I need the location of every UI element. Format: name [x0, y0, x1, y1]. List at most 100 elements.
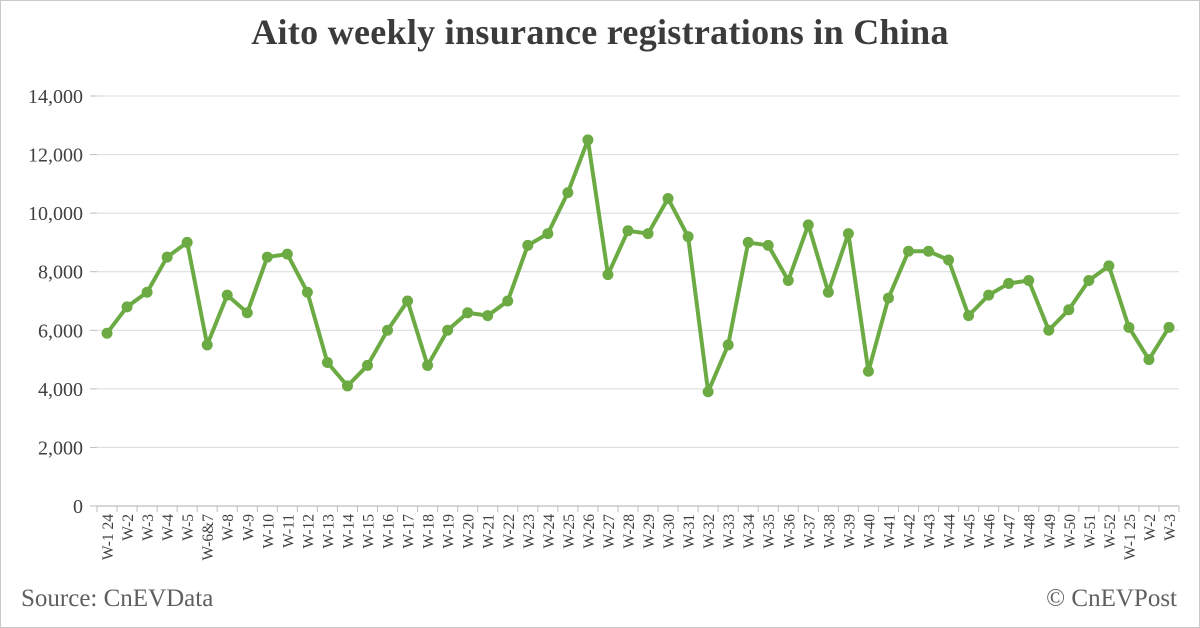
x-axis-label: W-11	[280, 514, 297, 548]
x-axis-label: W-42	[902, 514, 919, 548]
data-point	[1043, 324, 1055, 336]
data-point	[341, 380, 353, 392]
data-point	[422, 359, 434, 371]
y-axis-label: 2,000	[38, 437, 83, 459]
x-axis-label: W-4	[160, 514, 177, 541]
x-axis-label: W-2	[1142, 514, 1159, 541]
x-axis-label: W-43	[922, 514, 939, 549]
x-axis-label: W-19	[441, 514, 458, 549]
x-axis-label: W-34	[741, 514, 758, 549]
x-axis-label: W-50	[1062, 514, 1079, 549]
data-point	[963, 310, 975, 322]
data-point	[261, 251, 273, 263]
data-point	[241, 307, 253, 319]
x-axis-label: W-40	[861, 514, 878, 549]
x-axis-label: W-26	[581, 514, 598, 549]
copyright-notice: © CnEVPost	[1046, 585, 1177, 612]
x-axis-label: W-41	[881, 514, 898, 548]
data-point	[121, 301, 133, 313]
data-point	[321, 357, 333, 368]
data-point	[1103, 260, 1115, 272]
data-point	[382, 324, 394, 336]
y-axis-label: 4,000	[38, 379, 83, 401]
data-point	[362, 359, 373, 371]
data-point	[582, 134, 594, 146]
data-point	[1083, 275, 1095, 286]
data-point	[1003, 277, 1015, 289]
data-point	[1063, 304, 1075, 316]
x-axis-label: W-39	[841, 514, 858, 549]
data-point	[923, 245, 935, 257]
x-axis-label: W-44	[942, 514, 959, 549]
x-axis-label: W-30	[661, 514, 678, 549]
data-point	[1163, 321, 1175, 333]
x-axis-label: W-5	[180, 514, 197, 541]
data-point	[882, 292, 894, 304]
data-point	[622, 225, 634, 237]
data-point	[702, 386, 714, 398]
x-axis-label: W-36	[781, 514, 798, 549]
data-point	[181, 236, 193, 248]
x-axis-label: W-29	[641, 514, 658, 549]
data-point	[943, 254, 955, 266]
series-line	[105, 137, 1171, 394]
data-point	[722, 339, 734, 351]
x-axis-label: W-35	[761, 514, 778, 549]
data-point	[482, 310, 494, 322]
data-point	[1143, 354, 1155, 366]
data-point	[402, 295, 414, 307]
x-axis-label: W-33	[721, 514, 738, 549]
x-axis-label: W-37	[801, 514, 818, 549]
data-point	[782, 275, 794, 286]
x-axis-label: W-47	[1002, 514, 1019, 549]
data-point	[822, 286, 834, 298]
x-axis-label: W-1 25	[1122, 514, 1139, 560]
x-axis-label: W-22	[501, 514, 518, 548]
x-axis-label: W-2	[120, 514, 137, 541]
data-point	[442, 324, 454, 336]
y-axis-label: 0	[73, 496, 83, 518]
x-axis-label: W-8	[220, 514, 237, 541]
x-axis-label: W-9	[240, 514, 257, 541]
x-axis-label: W-25	[561, 514, 578, 549]
x-axis-label: W-51	[1082, 514, 1099, 548]
data-point	[842, 228, 854, 240]
data-point	[862, 365, 874, 377]
data-point	[281, 248, 293, 260]
x-axis-label: W-14	[340, 514, 357, 549]
x-axis-label: W-12	[300, 514, 317, 548]
x-axis-label: W-3	[140, 514, 157, 541]
data-point	[1023, 275, 1035, 286]
data-point	[642, 228, 654, 240]
x-axis-label: W-46	[982, 514, 999, 549]
x-axis-label: W-38	[821, 514, 838, 549]
data-point	[201, 339, 213, 351]
chart-title: Aito weekly insurance registrations in C…	[251, 12, 949, 52]
data-point	[1123, 321, 1135, 333]
x-axis-label: W-10	[260, 514, 277, 549]
x-axis-label: W-52	[1102, 514, 1119, 548]
x-axis-label: W-13	[320, 514, 337, 549]
data-point	[662, 193, 674, 204]
x-axis-label: W-31	[681, 514, 698, 548]
x-axis-label: W-48	[1022, 514, 1039, 549]
y-axis-label: 14,000	[28, 86, 83, 108]
x-axis-label: W-28	[621, 514, 638, 549]
data-point	[542, 228, 554, 240]
x-axis-label: W-1 24	[100, 514, 117, 560]
data-point	[161, 251, 173, 263]
source-credit: Source: CnEVData	[21, 585, 214, 612]
x-axis-label: W-24	[541, 514, 558, 549]
data-point	[462, 307, 474, 319]
x-axis-label: W-21	[481, 514, 498, 548]
data-point	[502, 295, 514, 307]
data-point	[682, 231, 694, 243]
data-point	[562, 187, 574, 199]
data-point	[903, 245, 914, 257]
data-point	[762, 239, 774, 251]
x-axis-label: W-23	[521, 514, 538, 549]
x-axis-label: W-20	[461, 514, 478, 549]
x-axis-label: W-3	[1162, 514, 1179, 541]
